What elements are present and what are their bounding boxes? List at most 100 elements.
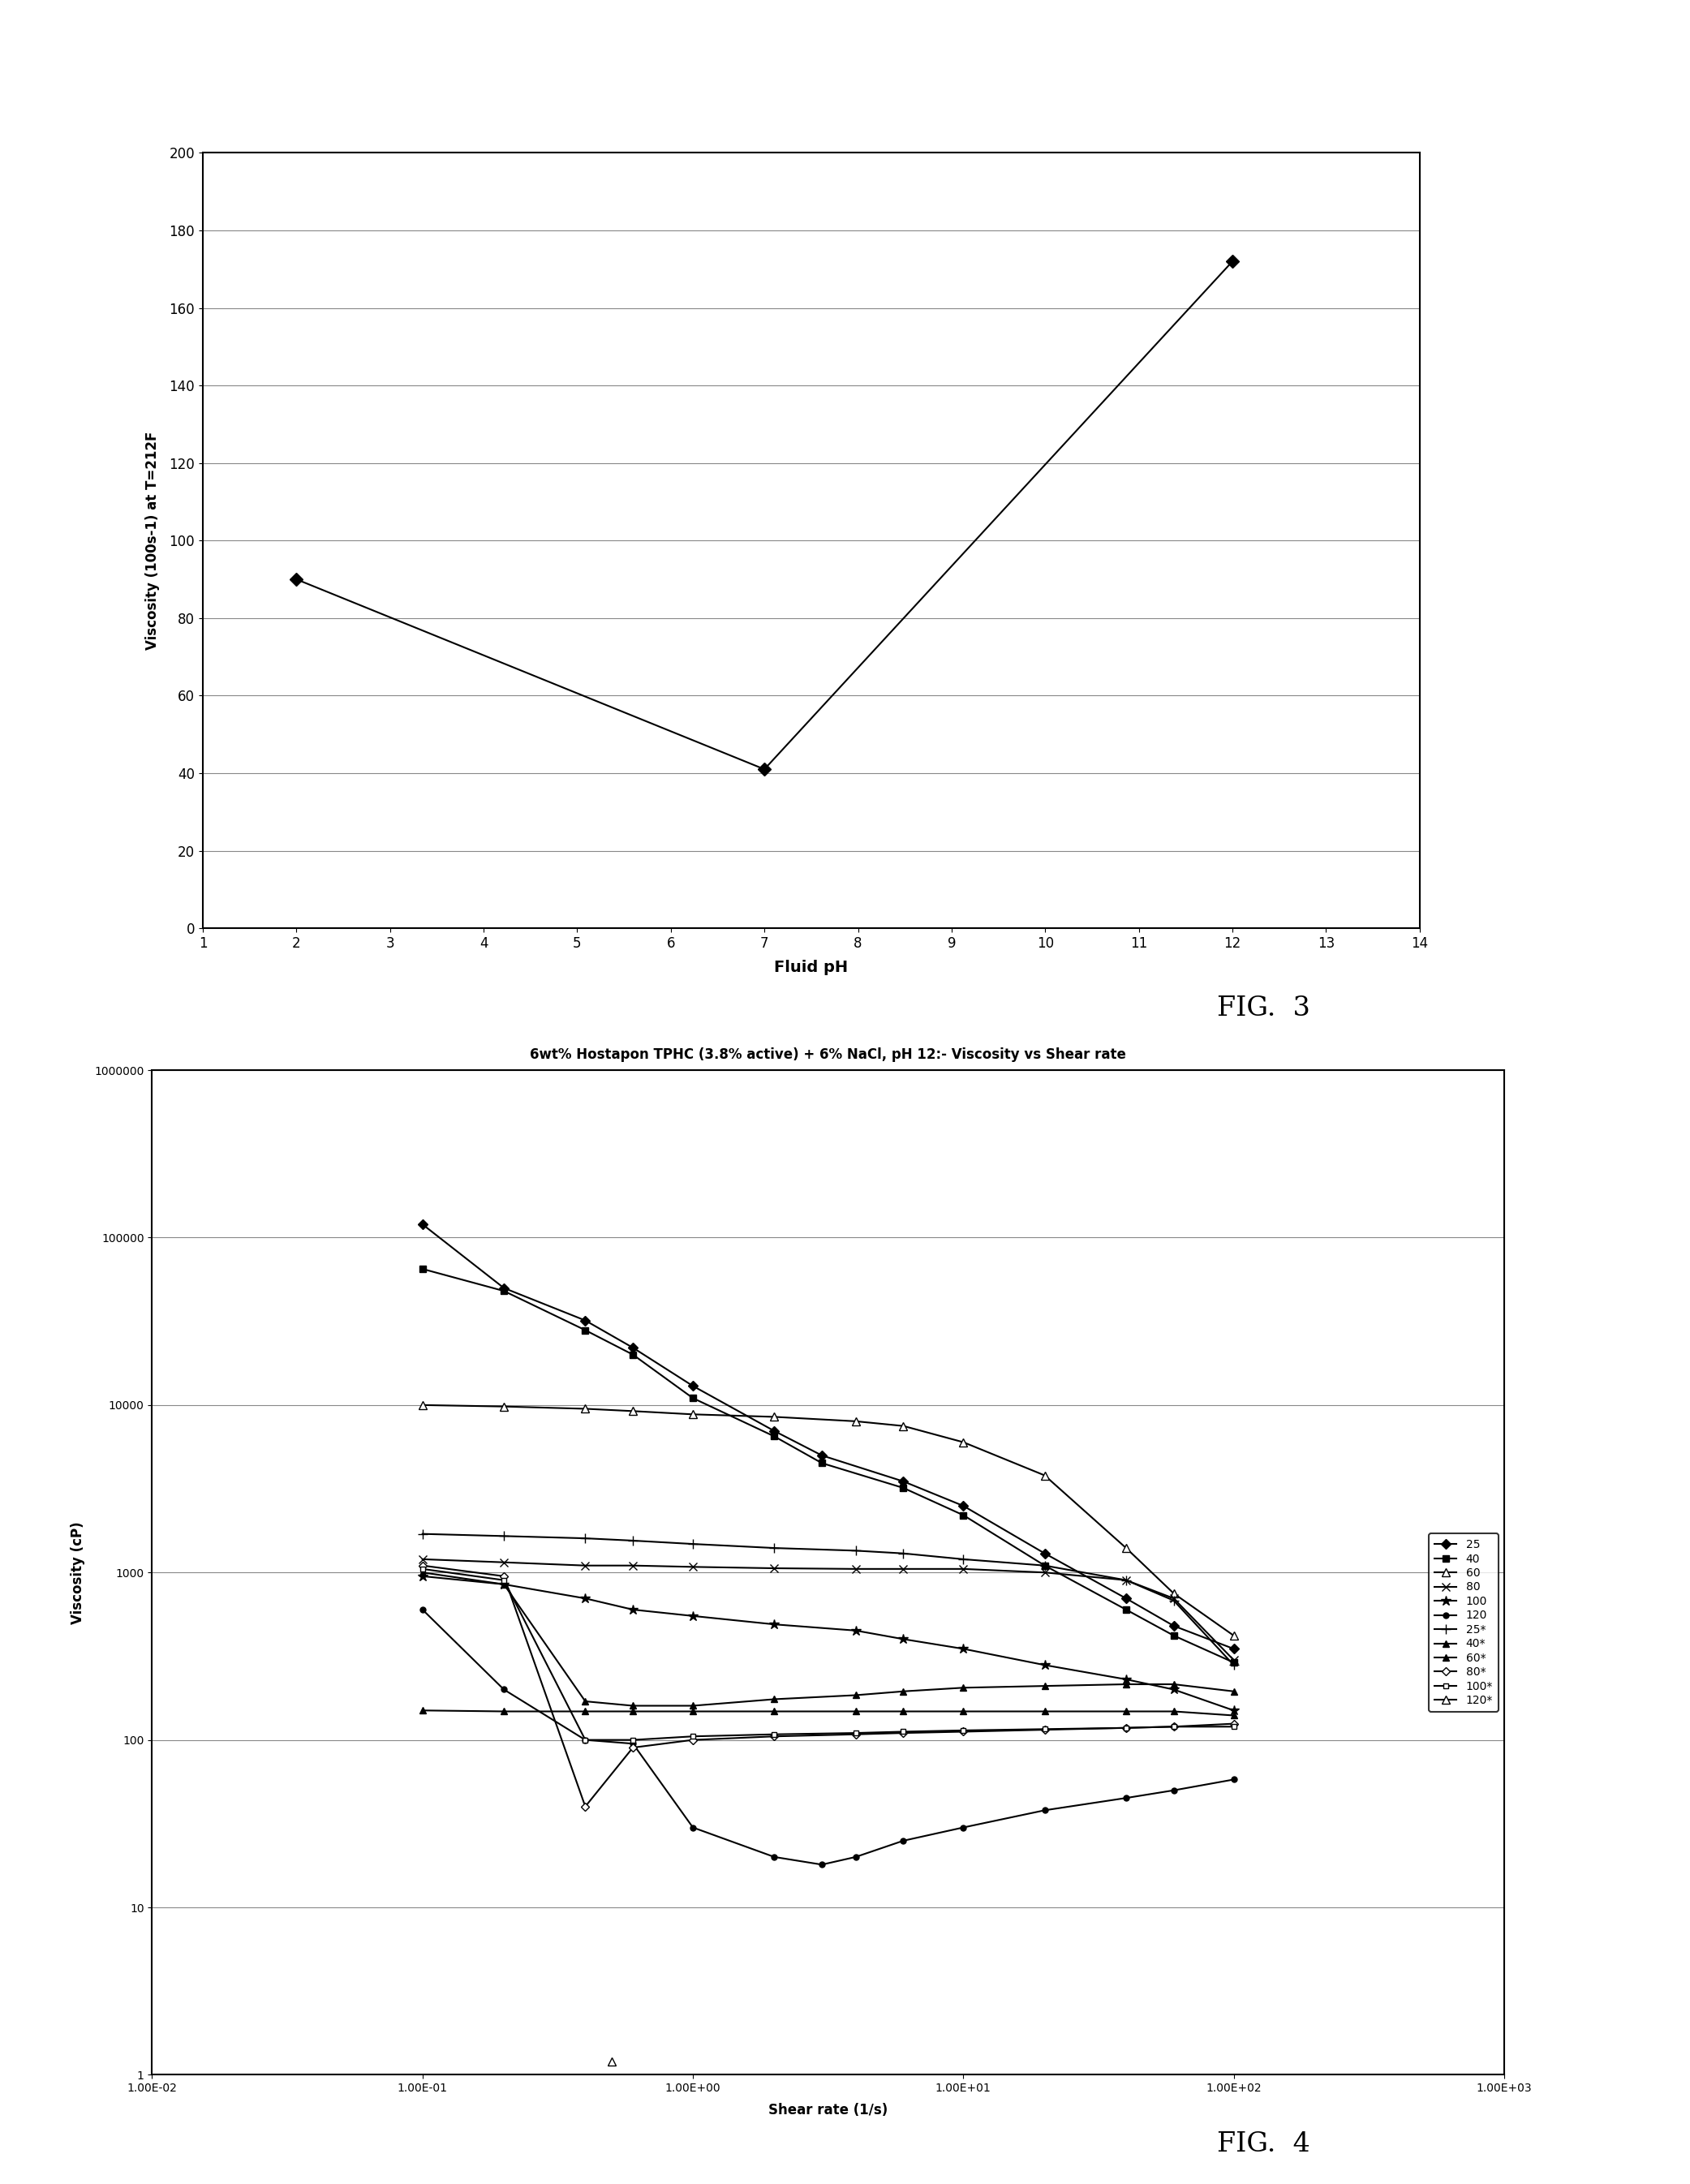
40 — [764, 1424, 784, 1450]
60 — [1164, 1581, 1185, 1607]
25 — [953, 1492, 973, 1518]
60* — [412, 1697, 433, 1723]
Text: FIG.  3: FIG. 3 — [1217, 996, 1310, 1022]
40* — [894, 1677, 914, 1704]
100 — [894, 1627, 914, 1653]
60 — [953, 1428, 973, 1455]
60 — [1115, 1535, 1136, 1562]
25* — [1224, 1651, 1244, 1677]
40 — [1034, 1553, 1055, 1579]
80* — [1034, 1717, 1055, 1743]
25 — [1034, 1540, 1055, 1566]
60 — [683, 1402, 703, 1428]
25 — [811, 1441, 831, 1468]
40* — [683, 1693, 703, 1719]
80* — [1224, 1710, 1244, 1736]
120 — [1034, 1797, 1055, 1824]
100* — [764, 1721, 784, 1747]
60 — [493, 1393, 514, 1420]
100* — [894, 1719, 914, 1745]
25* — [953, 1546, 973, 1572]
80 — [624, 1553, 644, 1579]
Line: 80: 80 — [419, 1555, 1237, 1664]
25* — [894, 1540, 914, 1566]
120 — [412, 1597, 433, 1623]
60 — [412, 1391, 433, 1417]
120 — [1115, 1784, 1136, 1811]
Line: 100: 100 — [417, 1570, 1239, 1714]
100 — [493, 1570, 514, 1597]
80 — [1115, 1568, 1136, 1594]
100 — [412, 1564, 433, 1590]
25 — [1164, 1612, 1185, 1638]
60 — [1034, 1463, 1055, 1489]
120 — [493, 1677, 514, 1704]
60* — [575, 1699, 595, 1725]
80* — [493, 1564, 514, 1590]
25 — [1224, 1636, 1244, 1662]
60* — [624, 1699, 644, 1725]
60 — [1224, 1623, 1244, 1649]
Line: 40: 40 — [419, 1265, 1237, 1666]
25* — [683, 1531, 703, 1557]
120 — [1164, 1778, 1185, 1804]
80 — [493, 1548, 514, 1575]
25 — [624, 1334, 644, 1361]
80 — [894, 1555, 914, 1581]
60 — [894, 1413, 914, 1439]
80* — [1115, 1714, 1136, 1741]
100* — [683, 1723, 703, 1749]
80* — [575, 1793, 595, 1819]
60* — [1164, 1699, 1185, 1725]
40* — [575, 1688, 595, 1714]
120 — [683, 1815, 703, 1841]
80 — [575, 1553, 595, 1579]
100* — [1115, 1714, 1136, 1741]
40* — [412, 1559, 433, 1586]
80* — [953, 1719, 973, 1745]
120 — [764, 1843, 784, 1870]
80 — [1034, 1559, 1055, 1586]
120 — [894, 1828, 914, 1854]
80 — [1224, 1647, 1244, 1673]
25 — [1115, 1586, 1136, 1612]
25* — [1115, 1568, 1136, 1594]
Line: 25*: 25* — [417, 1529, 1239, 1669]
80* — [624, 1734, 644, 1760]
25* — [1164, 1588, 1185, 1614]
60* — [894, 1699, 914, 1725]
40 — [412, 1256, 433, 1282]
80* — [894, 1719, 914, 1745]
80* — [683, 1728, 703, 1754]
100* — [953, 1717, 973, 1743]
Title: 6wt% Hostapon TPHC (3.8% active) + 6% NaCl, pH 12:- Viscosity vs Shear rate: 6wt% Hostapon TPHC (3.8% active) + 6% Na… — [531, 1048, 1126, 1061]
25* — [1034, 1553, 1055, 1579]
60 — [764, 1404, 784, 1431]
40 — [1224, 1649, 1244, 1675]
60* — [1034, 1699, 1055, 1725]
60* — [845, 1699, 865, 1725]
80 — [845, 1555, 865, 1581]
100 — [624, 1597, 644, 1623]
100 — [1115, 1666, 1136, 1693]
120 — [845, 1843, 865, 1870]
25 — [412, 1212, 433, 1238]
60 — [845, 1409, 865, 1435]
120 — [1224, 1767, 1244, 1793]
100 — [845, 1618, 865, 1645]
100 — [1034, 1651, 1055, 1677]
60* — [493, 1699, 514, 1725]
100 — [575, 1586, 595, 1612]
120 — [953, 1815, 973, 1841]
60* — [764, 1699, 784, 1725]
120 — [624, 1730, 644, 1756]
40 — [894, 1474, 914, 1500]
100 — [764, 1612, 784, 1638]
60* — [1224, 1701, 1244, 1728]
80 — [953, 1555, 973, 1581]
40* — [624, 1693, 644, 1719]
80 — [683, 1553, 703, 1579]
80 — [412, 1546, 433, 1572]
80 — [764, 1555, 784, 1581]
Legend: 25, 40, 60, 80, 100, 120, 25*, 40*, 60*, 80*, 100*, 120*: 25, 40, 60, 80, 100, 120, 25*, 40*, 60*,… — [1428, 1533, 1499, 1712]
